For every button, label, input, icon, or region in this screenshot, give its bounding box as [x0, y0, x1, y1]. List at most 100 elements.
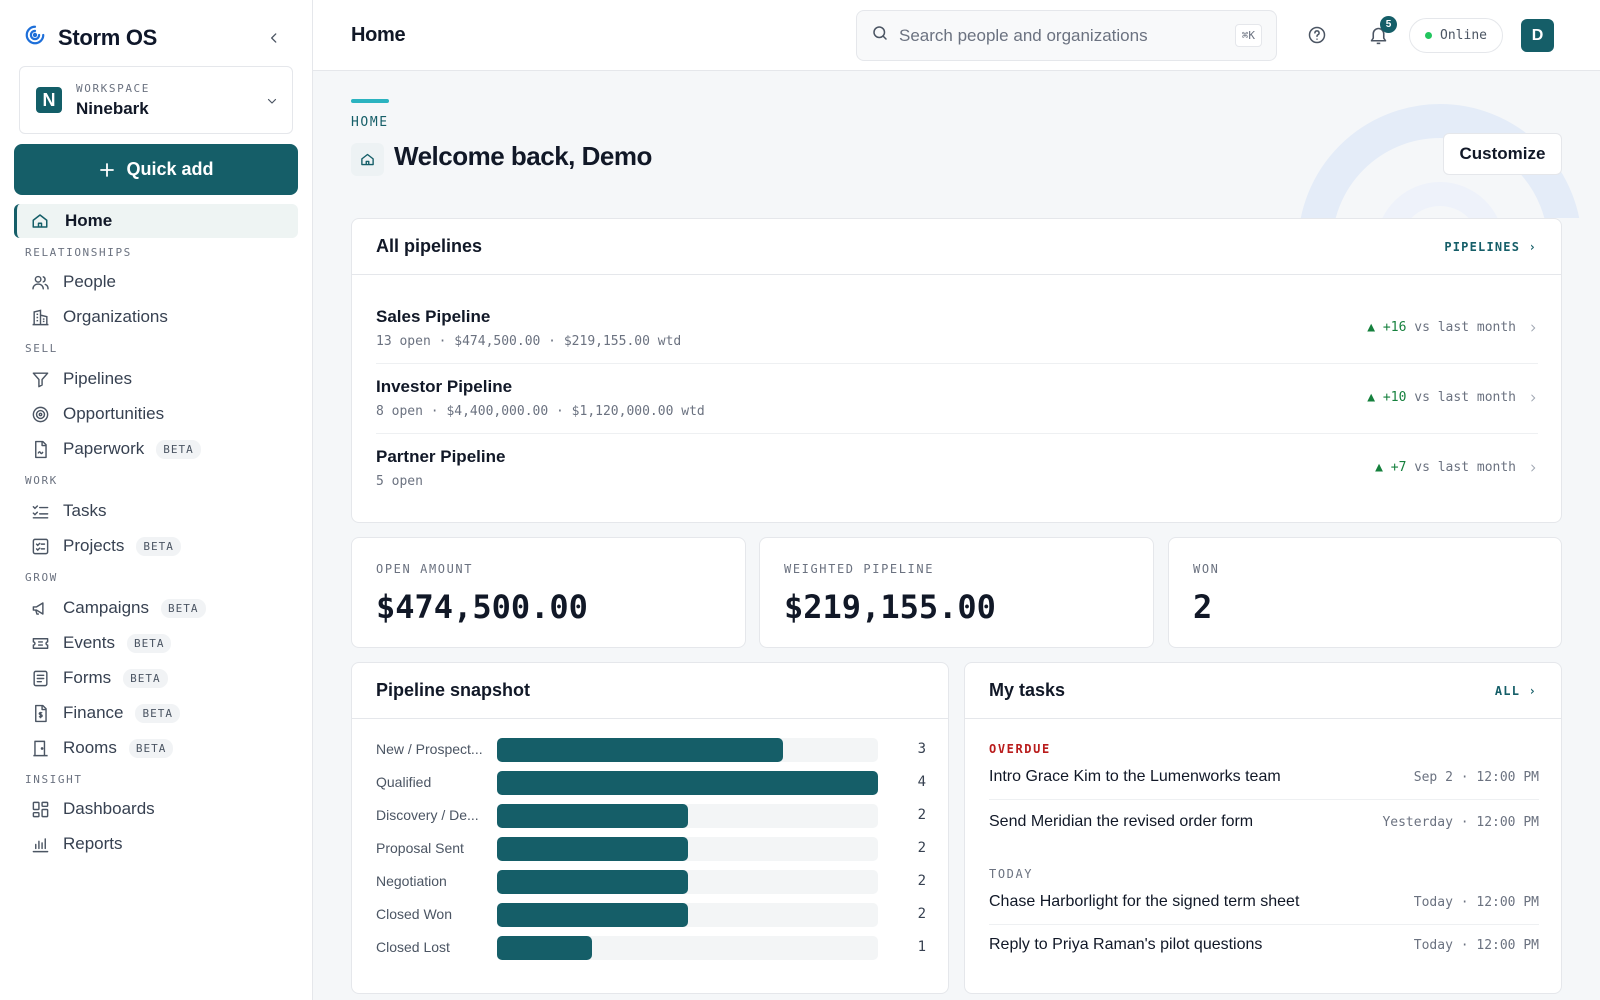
section-relationships: RELATIONSHIPS: [25, 246, 132, 259]
bar-track: [497, 903, 878, 927]
sidebar-item-projects[interactable]: Projects BETA: [30, 531, 181, 561]
sidebar-item-label: Paperwork: [63, 439, 145, 458]
sidebar-item-people[interactable]: People: [30, 267, 116, 297]
notifications-button[interactable]: 5: [1365, 16, 1397, 48]
snapshot-bar-row: Closed Won 2: [376, 903, 926, 927]
snapshot-bar-row: Closed Lost 1: [376, 936, 926, 960]
pipelines-card: All pipelines PIPELINES › Sales Pipeline…: [351, 218, 1562, 523]
filter-icon: [30, 369, 50, 389]
today-label: TODAY: [989, 867, 1034, 881]
sidebar-item-label: Dashboards: [63, 799, 155, 818]
bar-track: [497, 738, 878, 762]
sidebar-item-reports[interactable]: Reports: [30, 829, 123, 859]
stage-label: Qualified: [376, 774, 432, 790]
pipeline-row[interactable]: Partner Pipeline 5 open ▲ +7 vs last mon…: [376, 434, 1538, 504]
help-button[interactable]: [1304, 22, 1330, 48]
my-tasks-card: My tasks ALL › OVERDUE Intro Grace Kim t…: [964, 662, 1562, 994]
home-icon: [351, 143, 384, 176]
stage-bar: [497, 936, 593, 960]
checklist-icon: [30, 501, 50, 521]
sidebar-item-campaigns[interactable]: Campaigns BETA: [30, 593, 206, 623]
stage-label: Closed Lost: [376, 939, 450, 955]
invoice-icon: [30, 703, 50, 723]
pipeline-name: Partner Pipeline: [376, 447, 506, 466]
form-icon: [30, 668, 50, 688]
chevron-down-icon: [266, 94, 278, 112]
page-eyebrow: HOME: [351, 115, 389, 130]
pipeline-name: Investor Pipeline: [376, 377, 513, 396]
section-grow: GROW: [25, 571, 58, 584]
snapshot-bar-row: Negotiation 2: [376, 870, 926, 894]
pipeline-row[interactable]: Investor Pipeline 8 open · $4,400,000.00…: [376, 364, 1538, 434]
search-input[interactable]: [899, 25, 1235, 46]
task-due: Today · 12:00 PM: [1413, 938, 1539, 953]
sidebar-item-label: Home: [65, 211, 113, 230]
chevron-right-icon: [1528, 461, 1538, 479]
all-tasks-link[interactable]: ALL ›: [1494, 683, 1537, 698]
kpi-open-amount: OPEN AMOUNT $474,500.00: [351, 537, 746, 648]
sidebar-item-rooms[interactable]: Rooms BETA: [30, 733, 174, 763]
stage-count: 2: [917, 906, 926, 922]
stage-count: 2: [917, 873, 926, 889]
pipeline-row[interactable]: Sales Pipeline 13 open · $474,500.00 · $…: [376, 294, 1538, 364]
stage-bar: [497, 804, 688, 828]
sidebar-item-home[interactable]: Home: [14, 204, 298, 238]
welcome-heading: Welcome back, Demo: [394, 141, 652, 171]
trend-suffix: vs last month: [1406, 320, 1516, 335]
storm-logo-icon: [24, 24, 46, 51]
brand[interactable]: Storm OS: [24, 24, 157, 51]
chevron-left-icon: [271, 33, 277, 43]
task-row[interactable]: Intro Grace Kim to the Lumenworks team S…: [989, 756, 1539, 800]
stage-label: Discovery / De...: [376, 807, 479, 823]
page-title: Home: [351, 24, 406, 46]
task-title: Chase Harborlight for the signed term sh…: [989, 893, 1300, 910]
sidebar-item-tasks[interactable]: Tasks: [30, 496, 106, 526]
customize-button[interactable]: Customize: [1443, 133, 1562, 175]
search-box[interactable]: ⌘K: [856, 10, 1277, 61]
section-sell: SELL: [25, 342, 58, 355]
search-icon: [871, 24, 889, 47]
sidebar-item-events[interactable]: Events BETA: [30, 628, 172, 658]
chevron-right-icon: [1528, 321, 1538, 339]
quick-add-button[interactable]: Quick add: [14, 144, 298, 195]
beta-badge: BETA: [136, 536, 181, 556]
task-title: Send Meridian the revised order form: [989, 813, 1254, 830]
pipeline-name: Sales Pipeline: [376, 307, 491, 326]
card-title: Pipeline snapshot: [376, 680, 531, 700]
sidebar-item-forms[interactable]: Forms BETA: [30, 663, 168, 693]
target-icon: [30, 404, 50, 424]
kpi-label: WON: [1193, 562, 1220, 576]
task-row[interactable]: Reply to Priya Raman's pilot questions T…: [989, 924, 1539, 968]
pipeline-trend: ▲ +16 vs last month: [1367, 320, 1516, 335]
quick-add-label: Quick add: [126, 159, 214, 179]
stage-bar: [497, 837, 688, 861]
sidebar-item-label: Forms: [63, 668, 112, 687]
sidebar-item-dashboards[interactable]: Dashboards: [30, 794, 155, 824]
sidebar-item-finance[interactable]: Finance BETA: [30, 698, 180, 728]
door-icon: [30, 738, 50, 758]
people-icon: [30, 272, 50, 292]
task-row[interactable]: Send Meridian the revised order form Yes…: [989, 801, 1539, 845]
status-badge[interactable]: Online: [1409, 18, 1503, 53]
task-due: Sep 2 · 12:00 PM: [1413, 770, 1539, 785]
home-icon: [32, 214, 48, 228]
workspace-switcher[interactable]: N WORKSPACE Ninebark: [19, 66, 293, 134]
trend-value: ▲ +16: [1367, 320, 1407, 335]
collapse-sidebar-button[interactable]: [262, 26, 286, 50]
bar-track: [497, 804, 878, 828]
sidebar-item-organizations[interactable]: Organizations: [30, 302, 168, 332]
sidebar-item-pipelines[interactable]: Pipelines: [30, 364, 132, 394]
sidebar-item-label: People: [63, 272, 116, 291]
search-shortcut-hint: ⌘K: [1234, 24, 1262, 47]
pipelines-link[interactable]: PIPELINES ›: [1444, 239, 1537, 254]
building-icon: [30, 307, 50, 327]
trend-suffix: vs last month: [1406, 390, 1516, 405]
task-due: Yesterday · 12:00 PM: [1382, 815, 1539, 830]
sidebar-item-paperwork[interactable]: Paperwork BETA: [30, 434, 201, 464]
sidebar-item-opportunities[interactable]: Opportunities: [30, 399, 164, 429]
sidebar-item-label: Pipelines: [63, 369, 132, 388]
section-work: WORK: [25, 474, 58, 487]
avatar[interactable]: D: [1521, 19, 1554, 52]
pipeline-meta: 8 open · $4,400,000.00 · $1,120,000.00 w…: [376, 404, 705, 419]
task-row[interactable]: Chase Harborlight for the signed term sh…: [989, 881, 1539, 925]
